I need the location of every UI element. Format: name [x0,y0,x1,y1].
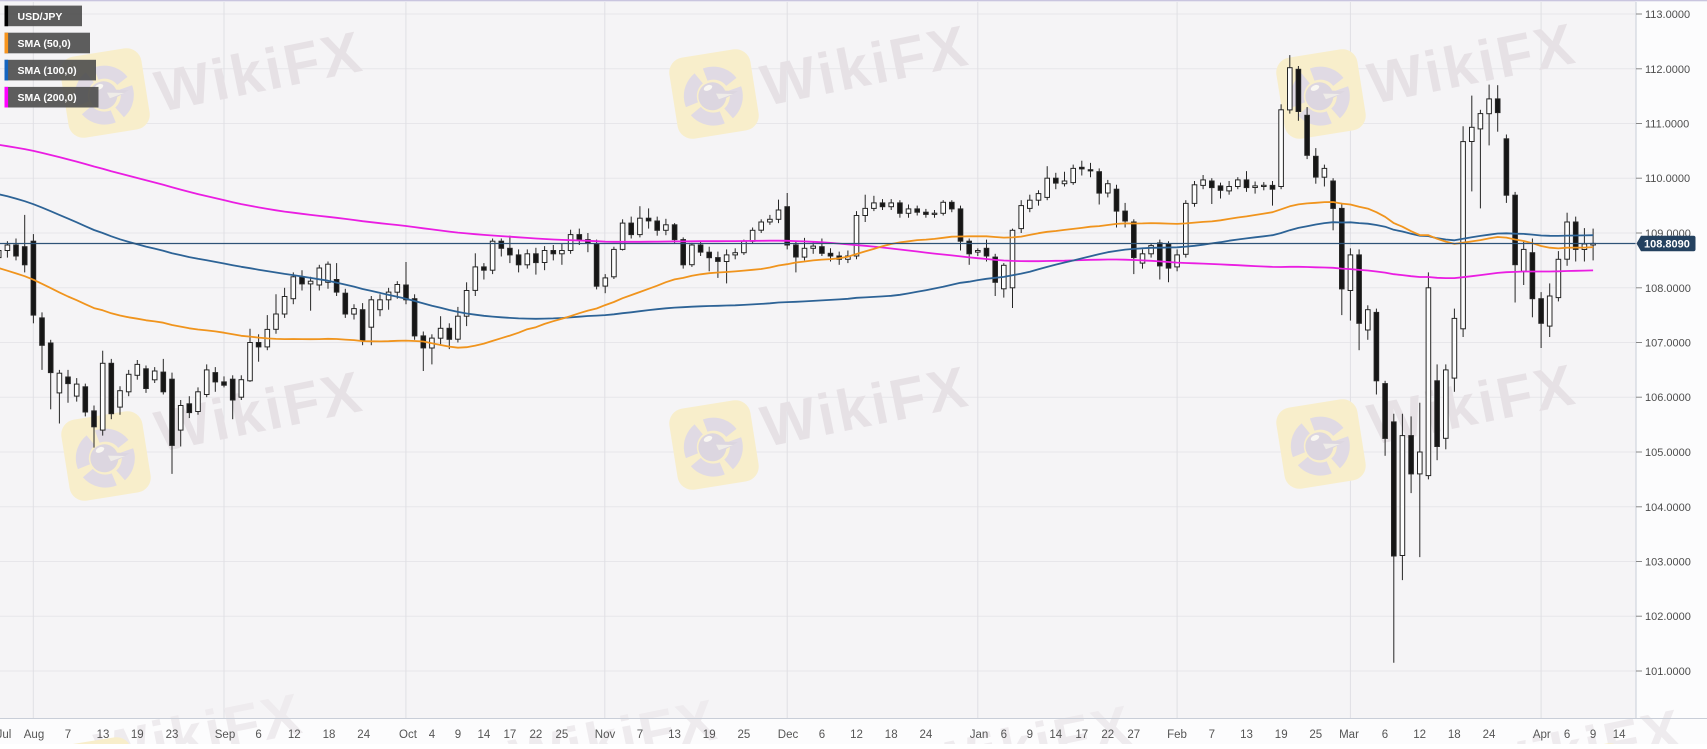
svg-text:108.8090: 108.8090 [1644,239,1690,251]
svg-text:6: 6 [1564,729,1570,741]
svg-text:SMA (200,0): SMA (200,0) [18,92,77,104]
svg-text:12: 12 [1413,729,1426,741]
svg-text:27: 27 [1127,729,1140,741]
svg-text:25: 25 [556,729,569,741]
svg-text:106.0000: 106.0000 [1645,392,1691,404]
svg-text:SMA (100,0): SMA (100,0) [18,65,77,77]
svg-text:SMA (50,0): SMA (50,0) [18,38,71,50]
svg-text:22: 22 [530,729,543,741]
svg-text:18: 18 [1448,729,1461,741]
svg-text:19: 19 [703,729,716,741]
svg-text:13: 13 [668,729,681,741]
svg-text:101.0000: 101.0000 [1645,666,1691,678]
svg-text:22: 22 [1101,729,1114,741]
svg-text:14: 14 [1049,729,1062,741]
svg-text:23: 23 [166,729,179,741]
svg-text:102.0000: 102.0000 [1645,611,1691,623]
svg-text:13: 13 [1240,729,1253,741]
svg-text:105.0000: 105.0000 [1645,447,1691,459]
svg-text:19: 19 [1275,729,1288,741]
svg-text:18: 18 [885,729,898,741]
svg-text:7: 7 [65,729,71,741]
svg-text:6: 6 [255,729,261,741]
svg-text:9: 9 [455,729,461,741]
svg-text:113.0000: 113.0000 [1645,9,1690,21]
svg-text:Apr: Apr [1533,729,1551,741]
svg-text:112.0000: 112.0000 [1645,64,1690,76]
svg-text:25: 25 [1309,729,1322,741]
svg-text:4: 4 [429,729,436,741]
svg-text:110.0000: 110.0000 [1645,173,1690,185]
svg-text:13: 13 [97,729,110,741]
svg-text:Jul: Jul [0,729,11,741]
svg-text:107.0000: 107.0000 [1645,338,1691,350]
svg-text:24: 24 [1483,729,1496,741]
svg-text:6: 6 [1382,729,1388,741]
svg-text:9: 9 [1590,729,1596,741]
svg-text:Feb: Feb [1167,729,1187,741]
svg-text:17: 17 [1075,729,1088,741]
svg-text:Jan: Jan [970,729,989,741]
svg-text:Oct: Oct [399,729,418,741]
svg-text:104.0000: 104.0000 [1645,502,1691,514]
svg-text:111.0000: 111.0000 [1645,119,1689,131]
svg-text:14: 14 [478,729,491,741]
svg-text:Nov: Nov [595,729,616,741]
svg-text:18: 18 [323,729,336,741]
svg-text:17: 17 [504,729,517,741]
svg-text:6: 6 [819,729,825,741]
svg-text:Dec: Dec [778,729,799,741]
svg-text:12: 12 [850,729,863,741]
svg-text:24: 24 [920,729,933,741]
svg-text:103.0000: 103.0000 [1645,557,1691,569]
svg-text:USD/JPY: USD/JPY [18,11,63,23]
svg-text:7: 7 [637,729,643,741]
svg-text:12: 12 [288,729,301,741]
svg-text:Mar: Mar [1339,729,1359,741]
svg-text:6: 6 [1001,729,1007,741]
svg-text:7: 7 [1209,729,1215,741]
svg-text:14: 14 [1613,729,1626,741]
svg-text:9: 9 [1027,729,1033,741]
svg-text:108.0000: 108.0000 [1645,283,1691,295]
svg-text:25: 25 [738,729,751,741]
svg-text:Aug: Aug [24,729,44,741]
svg-text:24: 24 [357,729,370,741]
svg-text:19: 19 [131,729,144,741]
svg-text:Sep: Sep [215,729,235,741]
